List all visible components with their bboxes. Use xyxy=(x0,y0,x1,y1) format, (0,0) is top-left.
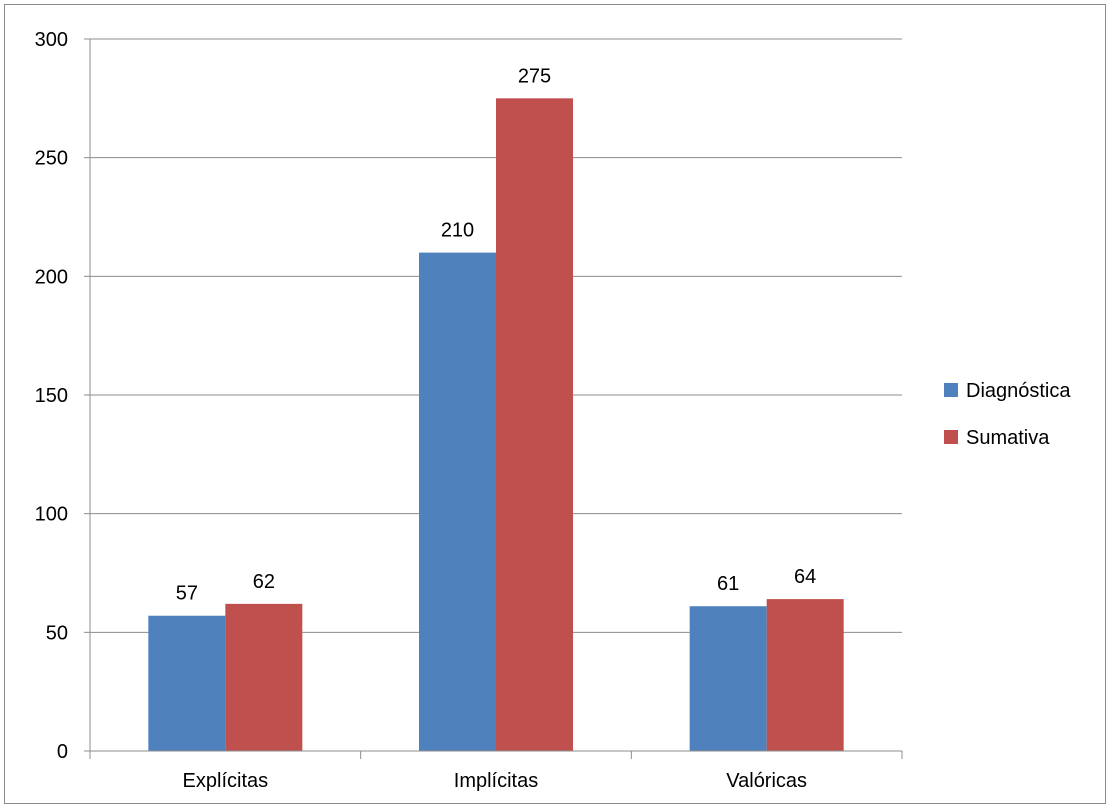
labels: 0 50 100 150 200 250 300 57 62 Explícitas 210 275 Im… xyxy=(35,29,817,792)
data-label: 57 xyxy=(176,583,198,605)
data-label: 210 xyxy=(441,220,474,242)
legend-swatch xyxy=(944,430,958,444)
bar-diagnóstica-3 xyxy=(689,606,767,751)
bar-sumativa-1 xyxy=(225,603,303,751)
legend-swatch xyxy=(944,383,958,397)
data-label: 61 xyxy=(717,573,739,595)
data-label: 62 xyxy=(253,571,275,593)
bar-diagnóstica-1 xyxy=(148,615,226,751)
data-label: 275 xyxy=(518,65,551,87)
bar-sumativa-3 xyxy=(766,599,844,751)
y-tick-label: 200 xyxy=(35,266,68,288)
bar-sumativa-2 xyxy=(496,98,573,752)
bars xyxy=(148,98,844,752)
legend: Diagnóstica Sumativa xyxy=(944,380,1071,449)
y-tick-label: 300 xyxy=(35,29,68,51)
y-tick-label: 0 xyxy=(57,741,68,763)
y-tick-label: 250 xyxy=(35,148,68,170)
bar-diagnóstica-2 xyxy=(419,252,496,751)
y-tick-label: 100 xyxy=(35,504,68,526)
x-category-label: Explícitas xyxy=(183,770,269,792)
legend-label: Sumativa xyxy=(966,427,1050,449)
axes xyxy=(84,38,903,759)
y-tick-label: 50 xyxy=(46,622,68,644)
y-tick-label: 150 xyxy=(35,385,68,407)
x-category-label: Implícitas xyxy=(454,770,538,792)
data-label: 64 xyxy=(794,566,816,588)
legend-label: Diagnóstica xyxy=(966,380,1071,402)
x-category-label: Valóricas xyxy=(726,770,807,792)
